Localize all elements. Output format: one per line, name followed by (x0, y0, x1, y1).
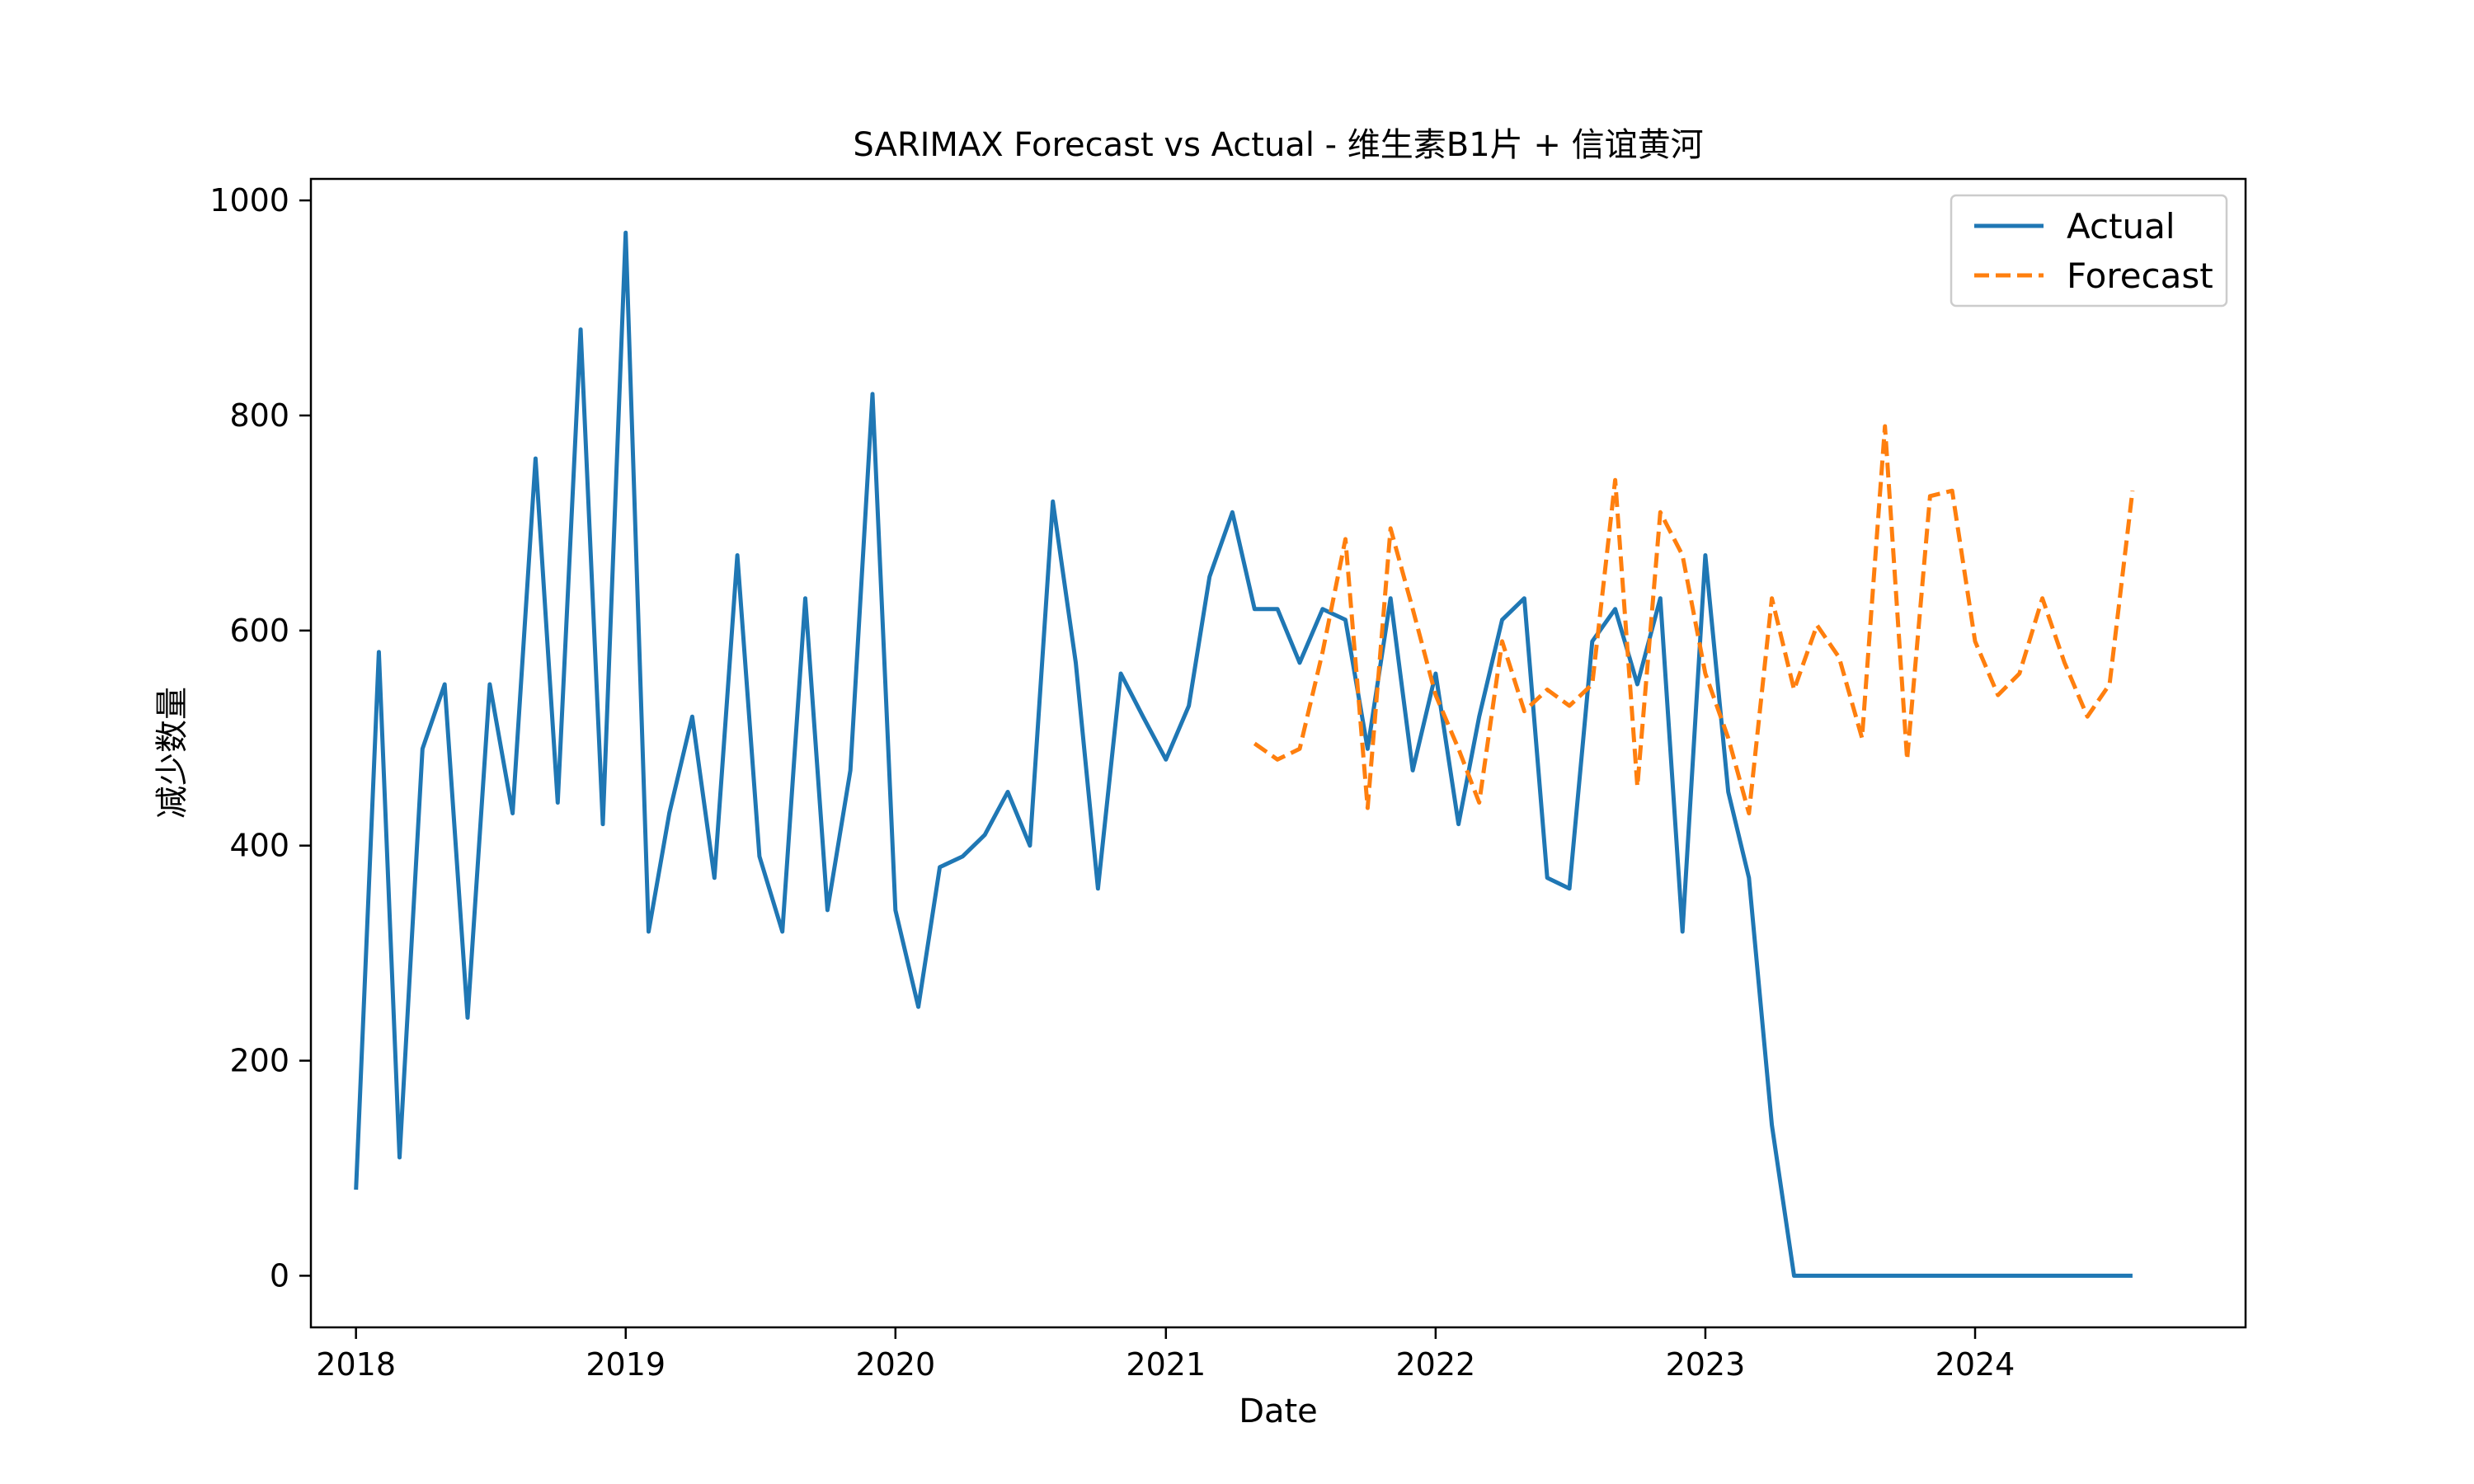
x-tick-label: 2019 (586, 1346, 666, 1383)
chart-title: SARIMAX Forecast vs Actual - 维生素B1片 + 信谊… (853, 126, 1703, 164)
y-tick-label: 1000 (209, 182, 289, 218)
x-tick-label: 2020 (855, 1346, 935, 1383)
y-tick-label: 200 (229, 1043, 289, 1079)
x-axis-label: Date (1239, 1392, 1318, 1430)
legend: Actual Forecast (1950, 194, 2228, 308)
x-tick-label: 2021 (1126, 1346, 1206, 1383)
series-line-actual (354, 230, 2133, 1278)
x-tick-label: 2018 (316, 1346, 396, 1383)
y-tick-label: 0 (270, 1257, 289, 1294)
x-tick-label: 2022 (1396, 1346, 1476, 1383)
legend-label-forecast: Forecast (2067, 256, 2213, 296)
y-tick-label: 800 (229, 397, 289, 434)
x-tick-label: 2024 (1935, 1346, 2015, 1383)
legend-box (1950, 194, 2228, 308)
y-axis-label: 减少数量 (153, 687, 191, 819)
y-axis: 0 200 400 600 800 1000 (209, 182, 311, 1294)
series-layer (354, 230, 2135, 1278)
x-tick-label: 2023 (1666, 1346, 1746, 1383)
x-axis: 2018 2019 2020 2021 2022 2023 2024 (316, 1327, 2015, 1383)
y-tick-label: 600 (229, 613, 289, 649)
series-line-forecast (1253, 424, 2135, 815)
plot-area-frame (309, 177, 2247, 1329)
legend-label-actual: Actual (2067, 206, 2175, 247)
y-tick-label: 400 (229, 828, 289, 864)
